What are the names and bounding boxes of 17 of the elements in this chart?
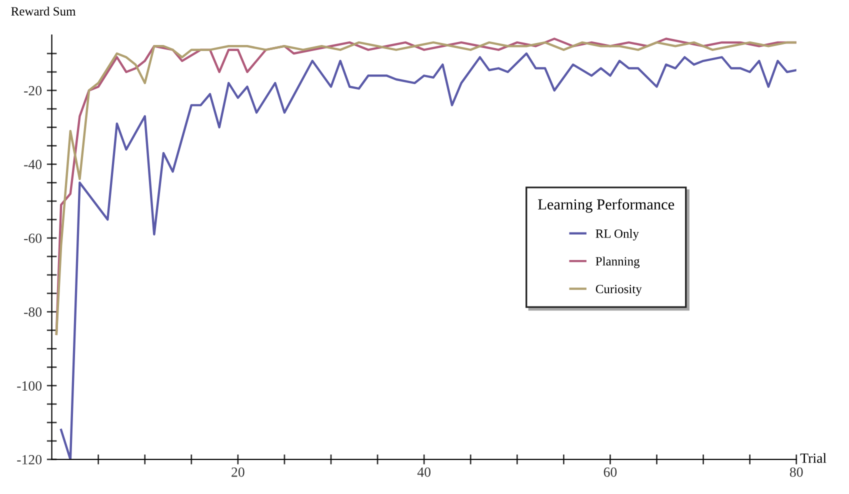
y-tick-label: -120 [17, 455, 42, 464]
x-tick-label: 60 [604, 467, 617, 477]
y-tick-label: -60 [24, 234, 42, 243]
y-tick-label: -80 [24, 307, 42, 317]
x-tick-label: 40 [417, 467, 430, 477]
legend-label: Planning [596, 256, 640, 268]
y-tick-label: -100 [17, 381, 42, 391]
y-tick-label: -20 [24, 86, 42, 96]
x-tick-label: 80 [790, 467, 803, 477]
y-axis-title: Reward Sum [11, 6, 76, 16]
line-series [60, 52, 796, 460]
legend-label: Curiosity [596, 284, 642, 296]
legend-label: RL Only [596, 229, 639, 240]
y-tick-label: -40 [24, 160, 42, 170]
legend-title: Learning Performance [538, 198, 674, 213]
x-tick-label: 20 [232, 467, 244, 477]
x-axis-title: Trial [800, 453, 826, 463]
